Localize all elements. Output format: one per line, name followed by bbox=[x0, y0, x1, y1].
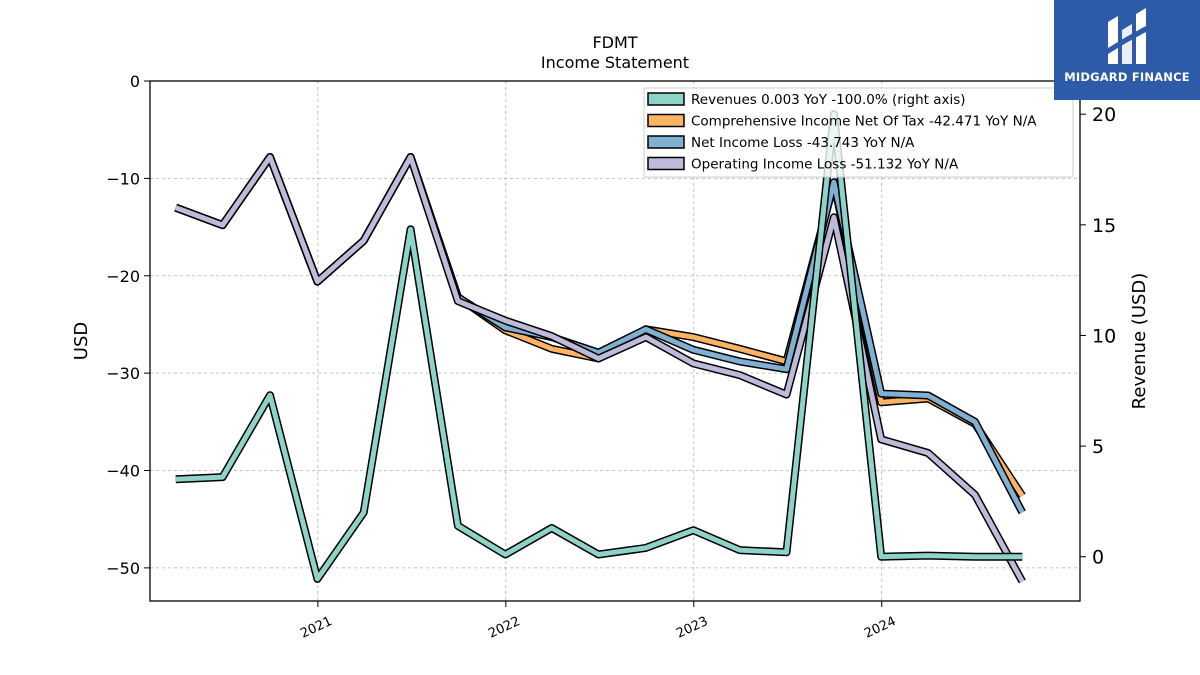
chart-subtitle: Income Statement bbox=[541, 53, 689, 72]
axis-ticks: 0 −10 −20 −30 −40 −50 0 5 10 15 20 2021 2022 2023 2024 bbox=[106, 72, 1116, 642]
series-layer bbox=[174, 110, 1026, 584]
legend-swatch bbox=[647, 135, 685, 149]
y2-tick-label: 20 bbox=[1092, 104, 1116, 126]
y-tick-label: −20 bbox=[106, 267, 140, 286]
legend: Revenues 0.003 YoY -100.0% (right axis) C… bbox=[643, 87, 1074, 178]
series-line bbox=[174, 154, 1025, 583]
plot-frame bbox=[149, 80, 1081, 602]
y-tick-label: −50 bbox=[106, 559, 140, 578]
chart-title: FDMT bbox=[592, 33, 637, 52]
legend-label: Comprehensive Income Net Of Tax -42.471 … bbox=[691, 114, 1037, 130]
legend-swatch bbox=[647, 113, 685, 128]
y-tick-label: −30 bbox=[106, 364, 140, 383]
y-tick-label: −10 bbox=[106, 169, 140, 188]
x-tick-label: 2022 bbox=[486, 614, 522, 642]
y-tick-label: 0 bbox=[130, 72, 140, 91]
x-tick-label: 2024 bbox=[862, 614, 898, 642]
y-axis-label: USD bbox=[71, 322, 92, 360]
y2-tick-label: 5 bbox=[1092, 436, 1104, 458]
series-outline bbox=[175, 110, 1023, 583]
y2-axis-label: Revenue (USD) bbox=[1129, 273, 1150, 410]
legend-label: Net Income Loss -43.743 YoY N/A bbox=[691, 135, 915, 151]
grid-lines bbox=[150, 80, 1080, 601]
brand-logo: MIDGARD FINANCE bbox=[1054, 0, 1200, 100]
series-line bbox=[175, 111, 1023, 582]
legend-swatch bbox=[647, 92, 685, 106]
x-tick-label: 2021 bbox=[298, 614, 334, 642]
legend-swatch bbox=[647, 156, 685, 171]
legend-label: Revenues 0.003 YoY -100.0% (right axis) bbox=[691, 92, 966, 108]
brand-name: MIDGARD FINANCE bbox=[1064, 70, 1190, 84]
y-tick-label: −40 bbox=[106, 462, 140, 481]
y2-tick-label: 0 bbox=[1092, 547, 1104, 569]
series-outline bbox=[174, 153, 1026, 515]
y2-tick-label: 15 bbox=[1092, 215, 1116, 237]
x-tick-label: 2023 bbox=[674, 614, 710, 642]
series-line bbox=[174, 154, 1025, 514]
legend-label: Operating Income Loss -51.132 YoY N/A bbox=[691, 157, 959, 173]
y2-tick-label: 10 bbox=[1092, 325, 1116, 347]
brand-mark-icon bbox=[1108, 8, 1146, 64]
legend-box bbox=[643, 87, 1074, 178]
